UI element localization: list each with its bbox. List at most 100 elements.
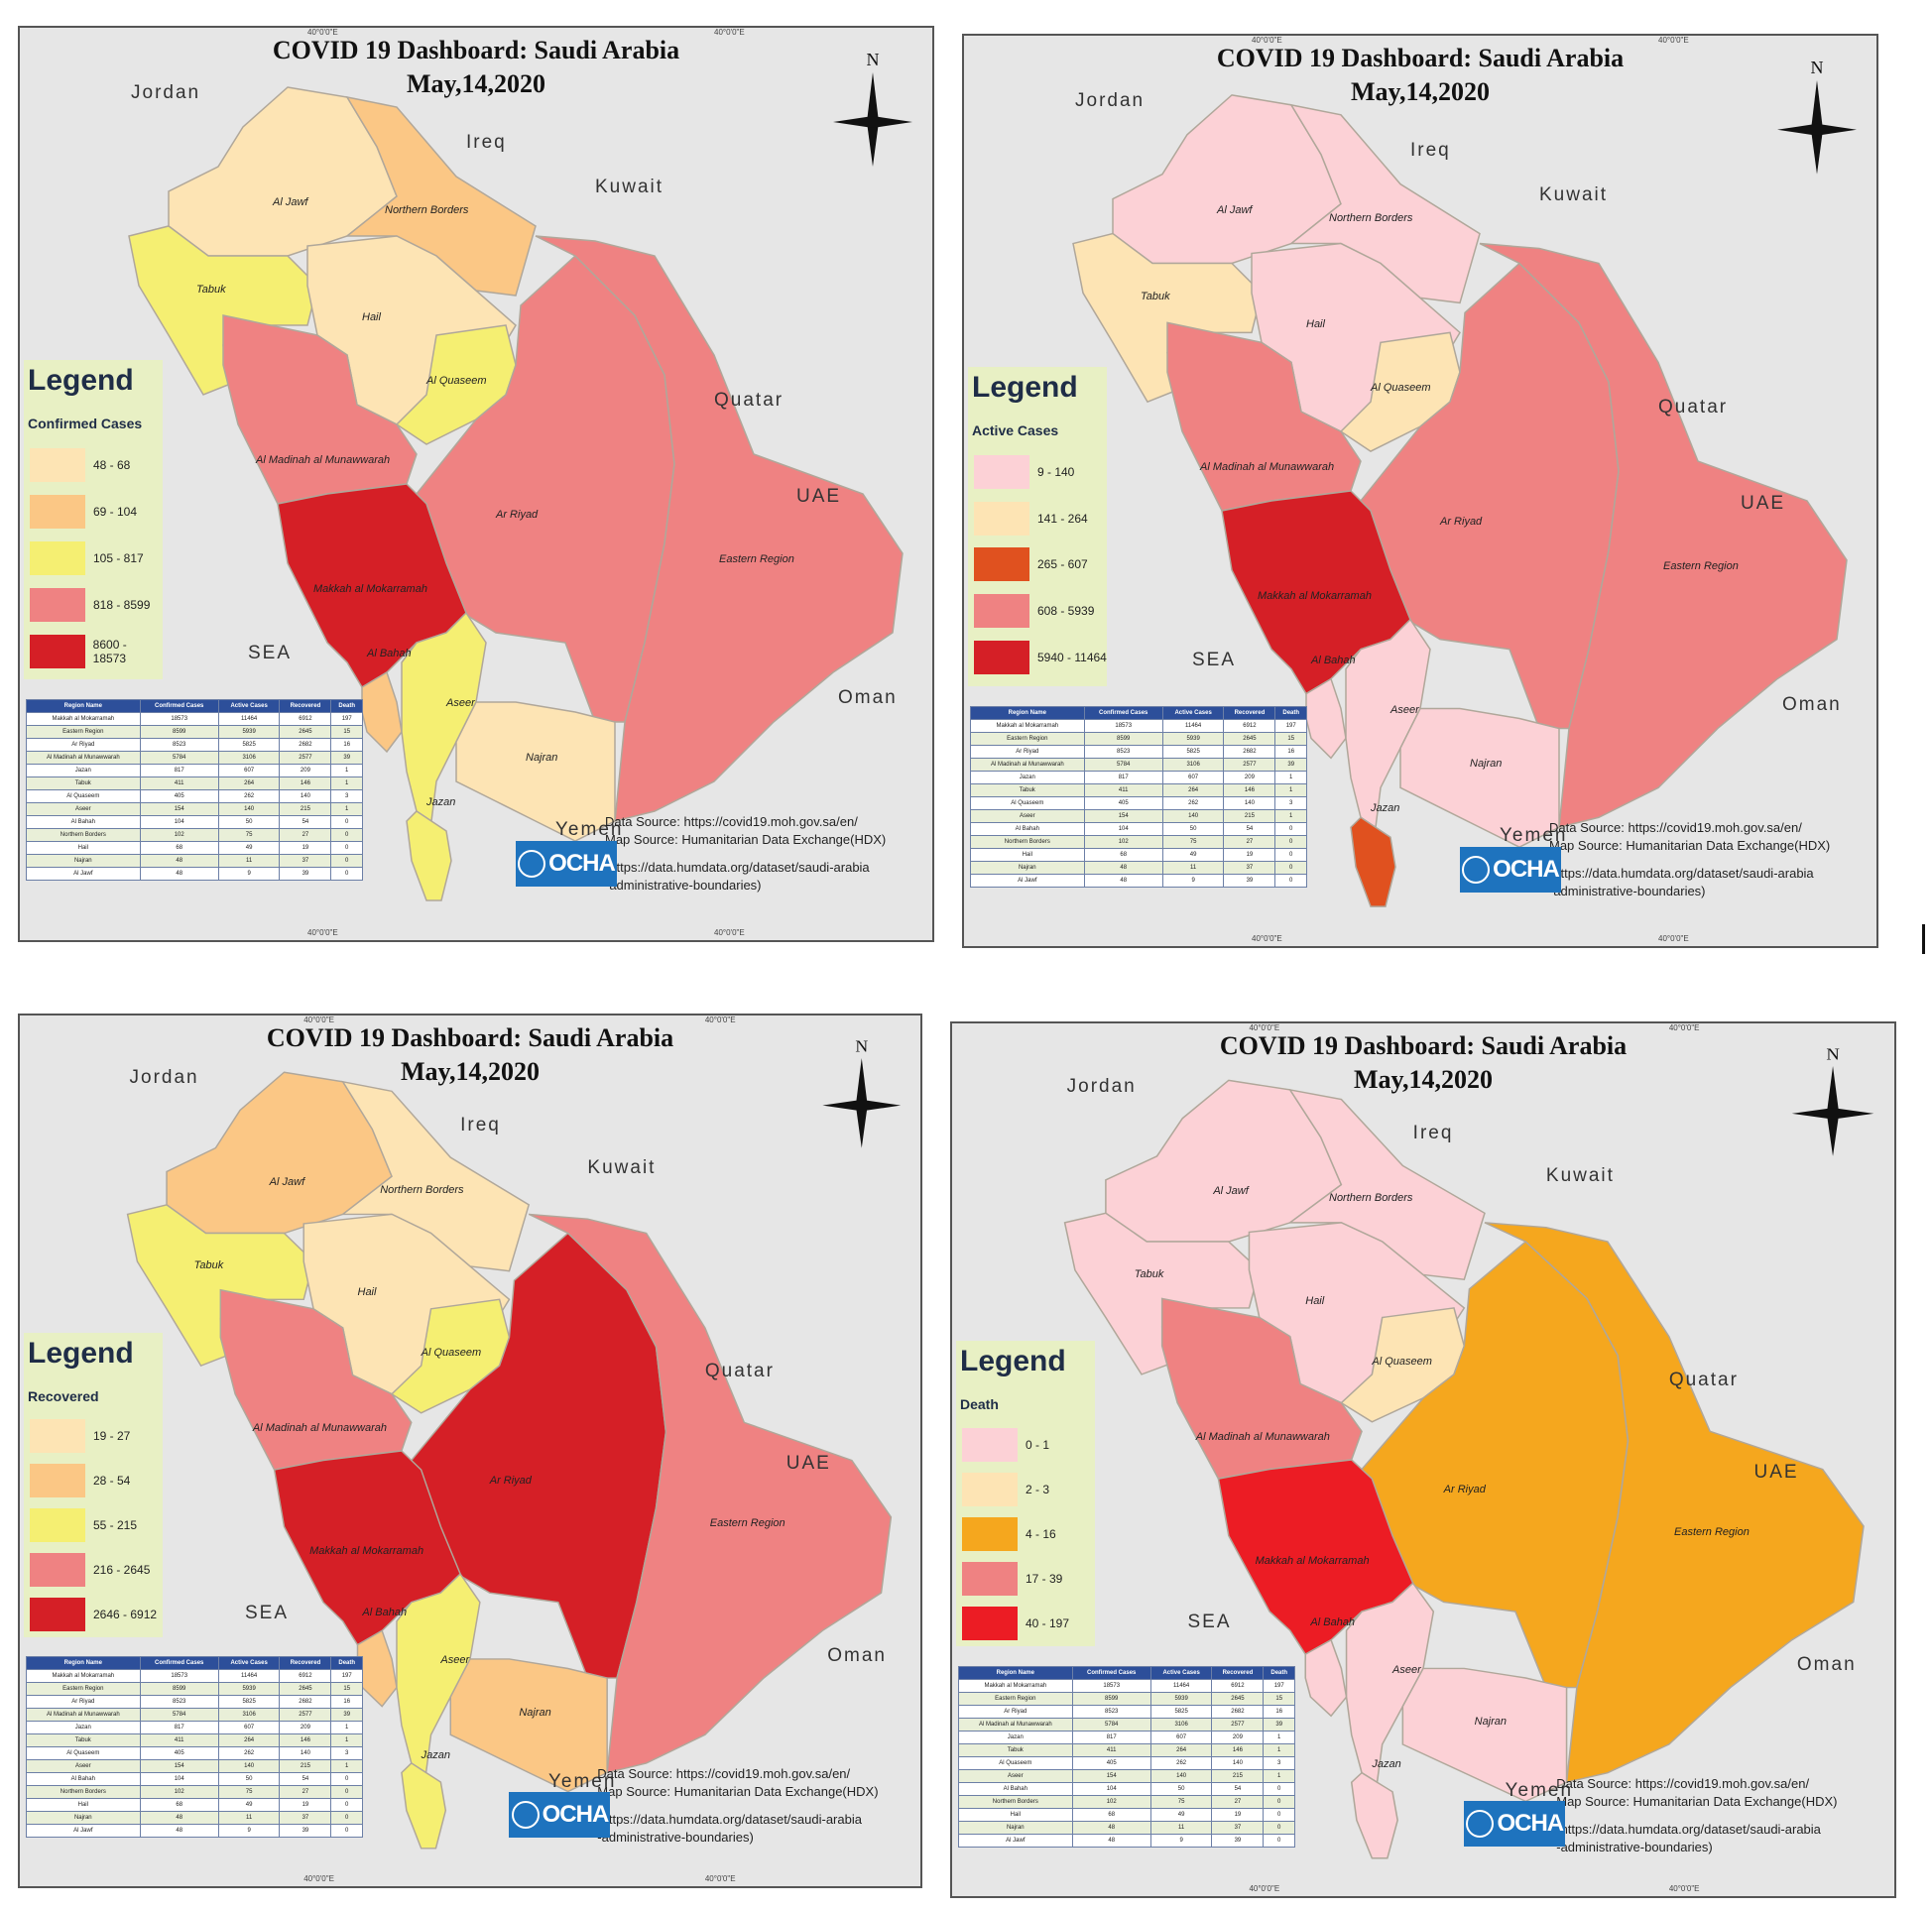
table-cell: 68 xyxy=(139,841,219,855)
table-cell: 39 xyxy=(330,751,363,765)
table-cell: 50 xyxy=(1161,821,1225,836)
region-label-al-jawf: Al Jawf xyxy=(273,196,308,208)
table-cell: 0 xyxy=(330,1811,363,1826)
table-cell: 2577 xyxy=(279,1708,332,1723)
region-label-aseer: Aseer xyxy=(1392,1663,1421,1676)
legend-swatch xyxy=(974,454,1029,489)
table-cell: Ar Riyad xyxy=(26,1695,141,1710)
legend-item: 216 - 2645 xyxy=(24,1547,163,1592)
country-label-yemen: Yemen xyxy=(555,819,624,840)
table-cell: 9 xyxy=(1149,1833,1213,1848)
legend-item: 4 - 16 xyxy=(956,1511,1095,1556)
table-cell: Al Bahah xyxy=(958,1781,1073,1796)
table-cell: Hail xyxy=(958,1807,1073,1822)
region-label-al-madinah: Al Madinah al Munawwarah xyxy=(1195,1431,1330,1444)
legend-item: 17 - 39 xyxy=(956,1556,1095,1601)
region-jazan[interactable] xyxy=(406,810,452,901)
legend-item: 8600 - 18573 xyxy=(24,628,163,674)
table-cell: Jazan xyxy=(958,1730,1073,1744)
region-label-northern-borders: Northern Borders xyxy=(380,1183,464,1196)
legend-swatch xyxy=(30,1463,85,1497)
north-label: N xyxy=(855,1036,868,1056)
table-cell: 0 xyxy=(1263,1794,1295,1809)
country-label-qatar: Quatar xyxy=(1668,1370,1739,1391)
table-cell: 27 xyxy=(279,828,332,842)
region-label-hail: Hail xyxy=(362,311,381,323)
table-cell: 16 xyxy=(1274,744,1307,759)
legend-item: 105 - 817 xyxy=(24,535,163,581)
region-label-eastern: Eastern Region xyxy=(1663,559,1739,572)
table-cell: Al Madinah al Munawwarah xyxy=(970,757,1085,772)
table-row: Al Madinah al Munawwarah 5784 3106 2577 39 xyxy=(26,1708,363,1723)
table-header-row: Region Name Confirmed Cases Active Cases Re… xyxy=(958,1665,1295,1680)
country-label-iraq: Ireq xyxy=(466,132,507,153)
country-label-iraq: Ireq xyxy=(1410,139,1451,161)
table-row: Eastern Region 8599 5939 2645 15 xyxy=(26,725,363,739)
table-cell: 0 xyxy=(1274,860,1307,875)
table-cell: 5939 xyxy=(1149,1691,1213,1706)
country-label-uae: UAE xyxy=(796,486,842,507)
table-cell: Eastern Region xyxy=(26,725,141,739)
source-line3: (https://data.humdata.org/dataset/saudi-… xyxy=(597,1811,862,1827)
table-cell: Hail xyxy=(970,847,1085,862)
table-cell: Jazan xyxy=(26,764,141,777)
region-eastern[interactable] xyxy=(1479,242,1848,829)
table-cell: 48 xyxy=(1071,1833,1151,1848)
region-al-bahah[interactable] xyxy=(1304,1638,1348,1718)
region-eastern[interactable] xyxy=(528,1213,893,1774)
region-label-ar-riyad: Ar Riyad xyxy=(1440,515,1483,528)
legend-label: 2 - 3 xyxy=(1026,1482,1050,1496)
table-row: Eastern Region 8599 5939 2645 15 xyxy=(970,731,1307,746)
region-label-najran: Najran xyxy=(1470,758,1503,771)
legend-label: 216 - 2645 xyxy=(93,1562,151,1577)
region-jazan[interactable] xyxy=(1350,816,1396,907)
table-header-row: Region Name Confirmed Cases Active Cases Re… xyxy=(970,705,1307,720)
table-cell: 0 xyxy=(1274,873,1307,888)
table-cell: 6912 xyxy=(279,712,332,726)
source-gap xyxy=(597,1801,878,1811)
legend-swatch xyxy=(30,447,85,482)
table-cell: 0 xyxy=(1263,1781,1295,1796)
table-cell: 16 xyxy=(330,1695,363,1710)
region-eastern[interactable] xyxy=(535,235,904,822)
legend-label: 105 - 817 xyxy=(93,550,144,565)
table-cell: 49 xyxy=(1161,847,1225,862)
region-al-bahah[interactable] xyxy=(361,670,403,754)
table-cell: 75 xyxy=(1161,834,1225,849)
region-jazan[interactable] xyxy=(401,1762,447,1850)
table-cell: 48 xyxy=(139,867,219,881)
table-cell: 1 xyxy=(330,764,363,777)
table-cell: 37 xyxy=(1211,1820,1265,1835)
table-cell: 18573 xyxy=(139,712,219,726)
table-cell: 264 xyxy=(217,776,281,790)
legend-label: 4 - 16 xyxy=(1026,1526,1056,1541)
legend-heading: Legend xyxy=(960,1345,1066,1378)
table-row: Makkah al Mokarramah 18573 11464 6912 197 xyxy=(26,1669,363,1684)
country-label-kuwait: Kuwait xyxy=(1539,183,1609,205)
table-cell: 262 xyxy=(217,789,281,803)
table-row: Al Quaseem 405 262 140 3 xyxy=(958,1755,1295,1770)
coordinate-tick: 40°0'0"E xyxy=(1658,36,1689,45)
table-cell: 146 xyxy=(1223,782,1276,797)
map-panel-4: N 40°0'0"E 40°0'0"E 40°0'0"E 40°0'0"E COVID 1… xyxy=(950,1021,1896,1898)
region-jazan[interactable] xyxy=(1350,1771,1398,1859)
table-cell: 817 xyxy=(139,764,219,777)
region-al-bahah[interactable] xyxy=(1305,677,1347,760)
table-header-cell: Confirmed Cases xyxy=(139,1656,219,1671)
table-header-cell: Recovered xyxy=(279,699,332,713)
table-row: Aseer 154 140 215 1 xyxy=(958,1768,1295,1783)
table-cell: 39 xyxy=(279,1824,332,1839)
coordinate-tick: 40°0'0"E xyxy=(714,928,745,937)
region-al-bahah[interactable] xyxy=(356,1629,398,1708)
table-cell: 27 xyxy=(1223,834,1276,849)
legend-swatch xyxy=(30,1507,85,1542)
title-line-1: COVID 19 Dashboard: Saudi Arabia xyxy=(1216,44,1625,72)
table-row: Aseer 154 140 215 1 xyxy=(970,808,1307,823)
table-cell: 49 xyxy=(1149,1807,1213,1822)
table-cell: 817 xyxy=(1083,770,1163,784)
table-header-cell: Region Name xyxy=(970,705,1085,720)
country-label-uae: UAE xyxy=(1753,1461,1799,1483)
table-cell: 8599 xyxy=(139,1682,219,1697)
legend-item: 9 - 140 xyxy=(968,448,1107,495)
region-eastern[interactable] xyxy=(1484,1222,1865,1784)
